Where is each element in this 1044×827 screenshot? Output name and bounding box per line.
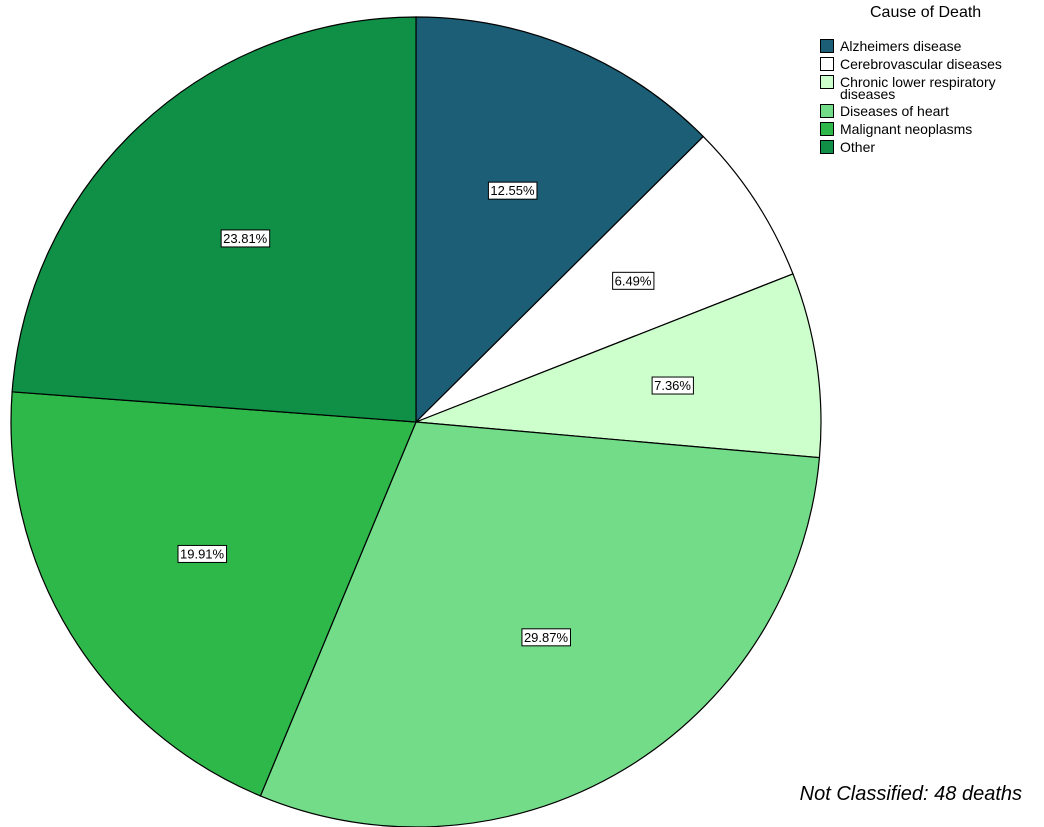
legend-label: Chronic lower respiratory diseases (840, 74, 996, 102)
slice-label-malignant-neoplasms: 19.91% (177, 544, 228, 563)
legend-swatch (820, 57, 834, 71)
legend-item-diseases-of-heart: Diseases of heart (820, 103, 1040, 118)
pie-slice-other (11, 16, 417, 423)
legend-label: Other (840, 139, 876, 155)
pie-slice-cerebrovascular-diseases (415, 135, 794, 423)
slice-label-box (521, 628, 571, 647)
slice-label-other: 23.81% (220, 229, 271, 248)
legend-swatch (820, 122, 834, 136)
slice-label-text: 6.49% (615, 273, 652, 288)
slice-label-box (220, 229, 271, 248)
slice-label-text: 29.87% (524, 630, 569, 645)
legend-label: Diseases of heart (840, 103, 949, 119)
legend-item-other: Other (820, 139, 1040, 154)
legend-swatch (820, 39, 834, 53)
slice-label-box (487, 181, 538, 200)
slice-label-text: 7.36% (654, 378, 691, 393)
slice-label-chronic-lower-respiratory-diseases: 7.36% (651, 376, 694, 395)
legend-item-cerebrovascular-diseases: Cerebrovascular diseases (820, 56, 1040, 71)
footnote: Not Classified: 48 deaths (799, 783, 1022, 805)
slice-label-text: 23.81% (223, 231, 268, 246)
pie-slice-alzheimers-disease (415, 16, 705, 424)
legend-swatch (820, 104, 834, 118)
legend-swatch (820, 75, 834, 89)
legend-title: Cause of Death (870, 4, 982, 21)
slice-label-alzheimers-disease: 12.55% (487, 181, 538, 200)
legend-label: Malignant neoplasms (840, 121, 973, 137)
pie-slice-diseases-of-heart (259, 421, 821, 827)
slice-label-text: 19.91% (180, 546, 225, 561)
slice-label-diseases-of-heart: 29.87% (521, 628, 571, 647)
legend-item-chronic-lower-respiratory-diseases: Chronic lower respiratory diseases (820, 74, 1040, 102)
pie-slice-chronic-lower-respiratory-diseases (415, 273, 822, 459)
slice-label-box (651, 376, 694, 395)
legend-item-malignant-neoplasms: Malignant neoplasms (820, 121, 1040, 136)
legend-label: Alzheimers disease (840, 38, 962, 54)
slice-label-box (612, 271, 655, 290)
slice-label-box (177, 544, 228, 563)
legend: Alzheimers disease Cerebrovascular diseas… (820, 38, 1040, 157)
legend-label: Cerebrovascular diseases (840, 56, 1002, 72)
pie-slice-malignant-neoplasms (10, 391, 417, 797)
slice-label-text: 12.55% (490, 183, 535, 198)
slice-label-cerebrovascular-diseases: 6.49% (612, 271, 655, 290)
legend-item-alzheimers-disease: Alzheimers disease (820, 38, 1040, 53)
legend-swatch (820, 140, 834, 154)
